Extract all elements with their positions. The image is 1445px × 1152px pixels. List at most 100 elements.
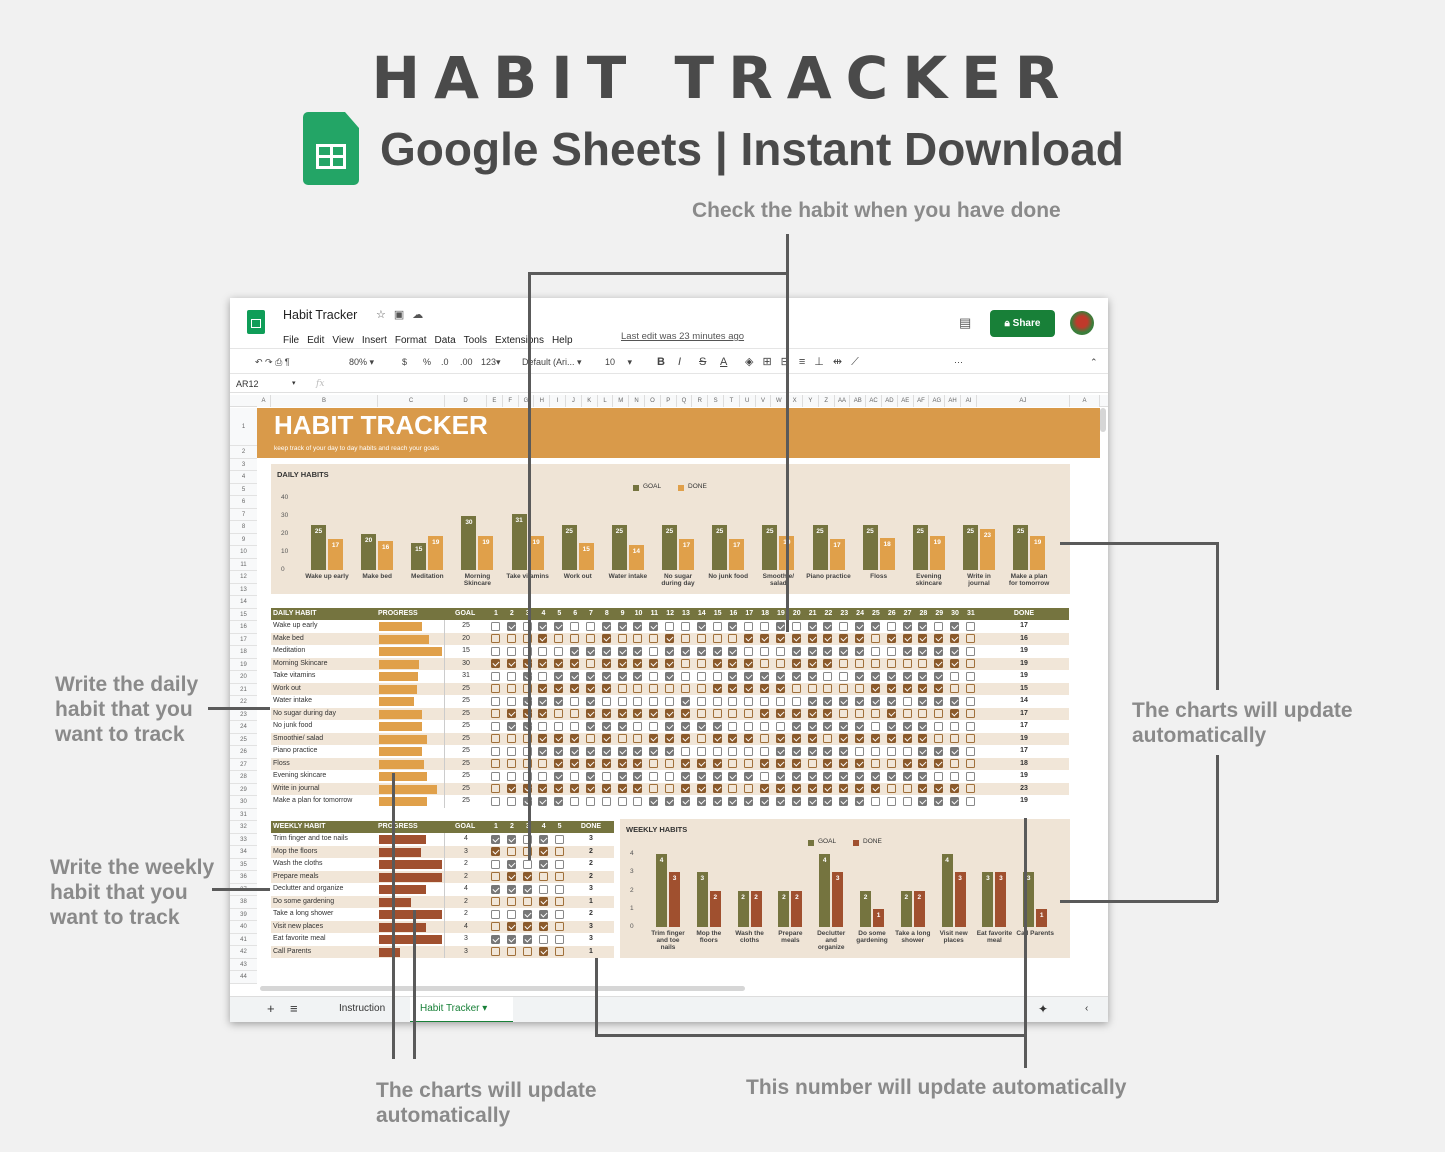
habit-checkbox[interactable] xyxy=(823,646,833,656)
habit-checkbox[interactable] xyxy=(601,784,611,793)
habit-checkbox[interactable] xyxy=(491,834,500,844)
habit-checkbox[interactable] xyxy=(744,684,754,693)
habit-checkbox[interactable] xyxy=(570,796,580,806)
habit-name[interactable]: Piano practice xyxy=(273,747,318,754)
habit-checkbox[interactable] xyxy=(886,634,896,643)
habit-checkbox[interactable] xyxy=(918,696,928,706)
habit-checkbox[interactable] xyxy=(728,721,738,731)
habit-checkbox[interactable] xyxy=(902,734,912,743)
habit-checkbox[interactable] xyxy=(775,746,785,756)
habit-checkbox[interactable] xyxy=(491,759,500,768)
column-header[interactable]: J xyxy=(566,395,582,407)
habit-checkbox[interactable] xyxy=(633,696,643,706)
habit-checkbox[interactable] xyxy=(760,659,770,668)
share-button[interactable]: 🔒︎ Share xyxy=(990,310,1055,337)
habit-checkbox[interactable] xyxy=(570,734,580,743)
habit-checkbox[interactable] xyxy=(554,634,564,643)
habit-checkbox[interactable] xyxy=(855,734,865,743)
habit-checkbox[interactable] xyxy=(680,721,690,731)
habit-checkbox[interactable] xyxy=(886,784,896,793)
habit-checkbox[interactable] xyxy=(570,621,580,631)
habit-checkbox[interactable] xyxy=(744,659,754,668)
habit-checkbox[interactable] xyxy=(554,922,564,931)
habit-checkbox[interactable] xyxy=(965,646,975,656)
habit-checkbox[interactable] xyxy=(839,646,849,656)
habit-checkbox[interactable] xyxy=(506,934,516,944)
habit-checkbox[interactable] xyxy=(791,746,801,756)
habit-checkbox[interactable] xyxy=(744,721,754,731)
habit-checkbox[interactable] xyxy=(617,784,627,793)
habit-checkbox[interactable] xyxy=(585,709,595,718)
habit-checkbox[interactable] xyxy=(601,771,611,781)
habit-checkbox[interactable] xyxy=(585,684,595,693)
habit-checkbox[interactable] xyxy=(696,634,706,643)
habit-checkbox[interactable] xyxy=(965,634,975,643)
habit-checkbox[interactable] xyxy=(491,721,500,731)
habit-name[interactable]: Water intake xyxy=(273,697,313,704)
habit-name[interactable]: Make a plan for tomorrow xyxy=(273,797,353,804)
row-header[interactable]: 23 xyxy=(230,708,257,721)
habit-checkbox[interactable] xyxy=(617,734,627,743)
habit-checkbox[interactable] xyxy=(855,646,865,656)
habit-checkbox[interactable] xyxy=(506,734,516,743)
habit-checkbox[interactable] xyxy=(760,746,770,756)
side-panel-toggle-icon[interactable]: ‹ xyxy=(1085,1003,1089,1014)
habit-checkbox[interactable] xyxy=(696,771,706,781)
habit-checkbox[interactable] xyxy=(807,696,817,706)
row-header[interactable]: 33 xyxy=(230,833,257,846)
habit-checkbox[interactable] xyxy=(934,696,944,706)
habit-checkbox[interactable] xyxy=(823,659,833,668)
habit-checkbox[interactable] xyxy=(965,696,975,706)
habit-checkbox[interactable] xyxy=(918,759,928,768)
habit-checkbox[interactable] xyxy=(538,897,548,906)
habit-checkbox[interactable] xyxy=(585,671,595,681)
habit-checkbox[interactable] xyxy=(665,621,675,631)
column-header[interactable]: K xyxy=(581,395,598,407)
habit-name[interactable]: Write in journal xyxy=(273,784,320,792)
habit-checkbox[interactable] xyxy=(617,646,627,656)
habit-checkbox[interactable] xyxy=(934,621,944,631)
habit-checkbox[interactable] xyxy=(696,646,706,656)
habit-checkbox[interactable] xyxy=(554,709,564,718)
habit-checkbox[interactable] xyxy=(696,621,706,631)
habit-checkbox[interactable] xyxy=(522,721,532,731)
habit-checkbox[interactable] xyxy=(886,646,896,656)
habit-checkbox[interactable] xyxy=(680,659,690,668)
habit-checkbox[interactable] xyxy=(649,709,659,718)
habit-checkbox[interactable] xyxy=(570,721,580,731)
habit-checkbox[interactable] xyxy=(791,771,801,781)
habit-checkbox[interactable] xyxy=(934,709,944,718)
habit-checkbox[interactable] xyxy=(760,634,770,643)
habit-checkbox[interactable] xyxy=(855,796,865,806)
column-header[interactable]: W xyxy=(771,395,788,407)
habit-checkbox[interactable] xyxy=(617,659,627,668)
habit-checkbox[interactable] xyxy=(680,684,690,693)
column-header[interactable]: G xyxy=(518,395,535,407)
habit-checkbox[interactable] xyxy=(491,847,500,856)
habit-checkbox[interactable] xyxy=(934,671,944,681)
habit-checkbox[interactable] xyxy=(950,709,960,718)
habit-checkbox[interactable] xyxy=(775,784,785,793)
habit-checkbox[interactable] xyxy=(538,646,548,656)
habit-checkbox[interactable] xyxy=(491,859,500,869)
habit-checkbox[interactable] xyxy=(712,646,722,656)
habit-checkbox[interactable] xyxy=(918,746,928,756)
habit-checkbox[interactable] xyxy=(918,796,928,806)
habit-checkbox[interactable] xyxy=(886,709,896,718)
habit-checkbox[interactable] xyxy=(665,759,675,768)
habit-checkbox[interactable] xyxy=(886,734,896,743)
menu-insert[interactable]: Insert xyxy=(361,335,387,346)
habit-checkbox[interactable] xyxy=(522,684,532,693)
habit-checkbox[interactable] xyxy=(585,759,595,768)
habit-checkbox[interactable] xyxy=(791,671,801,681)
habit-checkbox[interactable] xyxy=(855,746,865,756)
habit-checkbox[interactable] xyxy=(585,621,595,631)
habit-checkbox[interactable] xyxy=(696,759,706,768)
habit-checkbox[interactable] xyxy=(570,684,580,693)
habit-checkbox[interactable] xyxy=(744,646,754,656)
column-header[interactable]: F xyxy=(502,395,519,407)
habit-checkbox[interactable] xyxy=(823,796,833,806)
habit-checkbox[interactable] xyxy=(665,659,675,668)
habit-checkbox[interactable] xyxy=(807,721,817,731)
habit-checkbox[interactable] xyxy=(950,646,960,656)
